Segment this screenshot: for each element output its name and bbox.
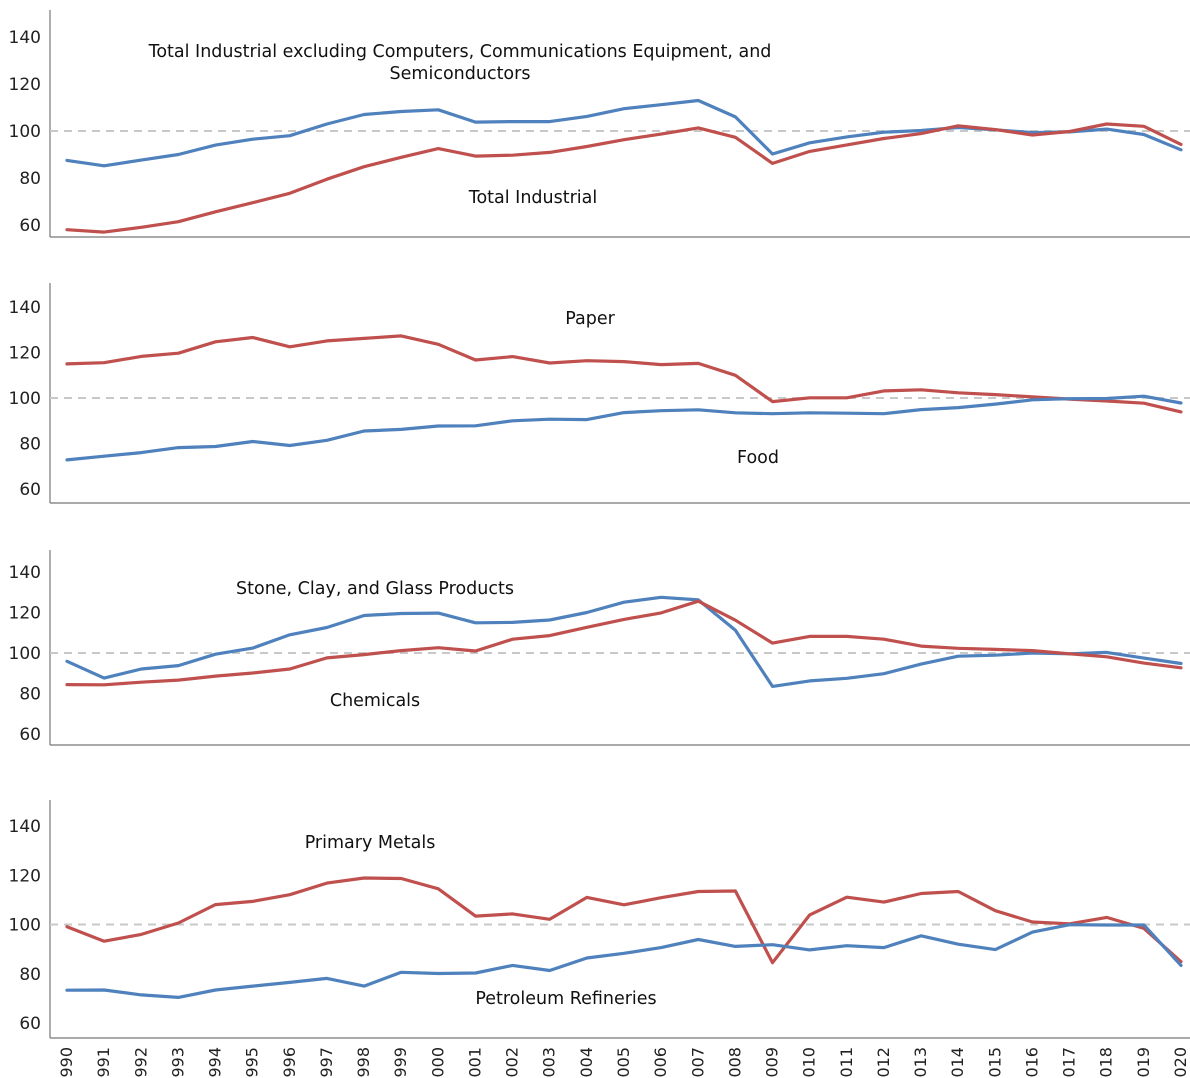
x-tick-label: 2007 [688,1047,707,1078]
series-line-blue [65,923,1183,1000]
series-annotation: Total Industrial excluding Computers, Co… [148,42,772,62]
series-annotation: Total Industrial [468,188,598,208]
y-tick-label: 120 [9,344,41,364]
x-tick-label: 1997 [317,1047,336,1078]
x-tick-label: 2018 [1097,1047,1116,1078]
series-annotation: Semiconductors [390,64,531,84]
x-tick-label: 2020 [1171,1047,1190,1078]
series-annotation: Chemicals [330,691,420,711]
y-tick-label: 120 [9,604,41,624]
series-line-red [65,334,1183,414]
series-annotation: Stone, Clay, and Glass Products [236,579,514,599]
y-tick-label: 60 [19,1014,41,1034]
y-tick-label: 100 [9,389,41,409]
series-annotation: Primary Metals [305,833,436,853]
y-tick-label: 80 [19,169,41,189]
x-tick-label: 2011 [837,1047,856,1078]
x-tick-label: 2001 [465,1047,484,1078]
y-tick-label: 100 [9,122,41,142]
x-tick-label: 1992 [131,1047,150,1078]
y-tick-label: 120 [9,75,41,95]
x-tick-label: 1990 [57,1047,76,1078]
x-tick-label: 2016 [1022,1047,1041,1078]
series-line-red [65,122,1183,234]
series-annotation: Paper [565,309,615,329]
series-line-blue [65,595,1183,689]
panel-3: 60 80 100 120 140 Stone, Clay, and Glass Prod… [9,550,1190,746]
y-tick-label: 80 [19,435,41,455]
y-tick-label: 140 [9,563,41,583]
x-tick-label: 1994 [206,1047,225,1078]
panel-2: 60 80 100 120 140 Paper Food [9,283,1190,504]
y-tick-label: 80 [19,685,41,705]
series-line-red [65,599,1183,687]
x-tick-label: 2010 [800,1047,819,1078]
y-tick-label: 100 [9,644,41,664]
x-tick-label: 2002 [503,1047,522,1078]
y-tick-label: 60 [19,480,41,500]
x-tick-label: 2019 [1134,1047,1153,1078]
x-tick-label: 2004 [577,1047,596,1078]
x-tick-label: 2003 [540,1047,559,1078]
series-annotation: Petroleum Refineries [475,989,656,1009]
x-tick-label: 2006 [651,1047,670,1078]
y-tick-label: 140 [9,28,41,48]
x-tick-label: 1998 [354,1047,373,1078]
x-tick-label: 2009 [763,1047,782,1078]
x-tick-label: 2013 [911,1047,930,1078]
x-tick-label: 2008 [725,1047,744,1078]
x-tick-label: 2012 [874,1047,893,1078]
x-tick-label: 2000 [428,1047,447,1078]
x-tick-label: 2015 [985,1047,1004,1078]
series-line-red [65,876,1183,965]
x-tick-label: 1991 [94,1047,113,1078]
x-tick-label: 2005 [614,1047,633,1078]
series-line-blue [65,394,1183,462]
y-tick-label: 100 [9,916,41,936]
y-tick-label: 140 [9,298,41,318]
x-tick-label: 1996 [280,1047,299,1078]
series-annotation: Food [737,448,779,468]
x-tick-label: 1999 [391,1047,410,1078]
panel-4: 60 80 100 120 140 Primary Metals Petroleum Ref… [9,800,1190,1078]
y-tick-label: 80 [19,965,41,985]
x-tick-label: 1993 [168,1047,187,1078]
x-tick-label: 2017 [1060,1047,1079,1078]
y-tick-label: 120 [9,866,41,886]
x-tick-label: 1995 [243,1047,262,1078]
y-tick-label: 60 [19,216,41,236]
panel-1: 60 80 100 120 140 Total Industrial excluding … [9,10,1190,238]
y-tick-label: 140 [9,817,41,837]
y-tick-label: 60 [19,725,41,745]
x-tick-label: 2014 [948,1047,967,1078]
